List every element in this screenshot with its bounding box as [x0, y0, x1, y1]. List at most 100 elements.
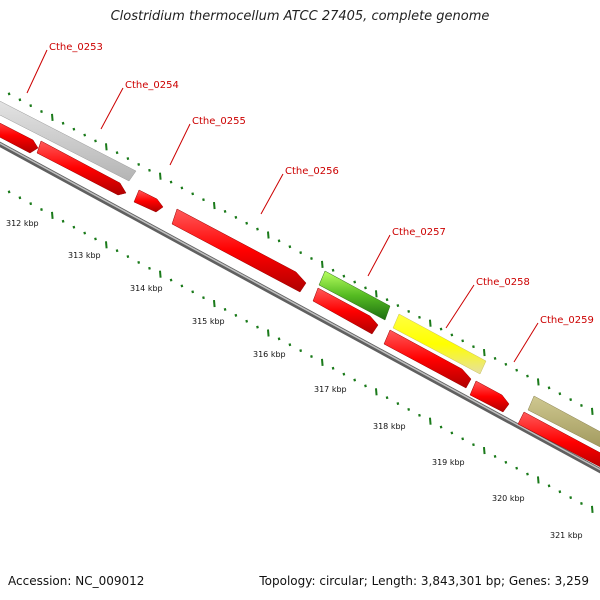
lower-tick-37 — [396, 402, 400, 406]
lower-tick-41 — [439, 425, 443, 429]
gene-label-Cthe_0259[interactable]: Cthe_0259 — [540, 315, 594, 326]
upper-tick-3 — [29, 104, 33, 108]
upper-tick-14 — [148, 168, 151, 172]
upper-tick-30 — [320, 260, 324, 268]
cds-arrow-2[interactable] — [36, 140, 127, 196]
upper-tick-33 — [353, 280, 357, 284]
cds-arrow-5[interactable] — [312, 287, 379, 335]
gene-label-Cthe_0255[interactable]: Cthe_0255 — [192, 116, 246, 127]
upper-tick-55 — [590, 407, 594, 415]
lower-tick-47 — [504, 460, 508, 464]
cds-arrow-7[interactable] — [469, 380, 510, 413]
gene-feature-Cthe_0253[interactable] — [0, 96, 137, 182]
upper-tick-18 — [191, 192, 195, 196]
lower-tick-23 — [245, 319, 249, 323]
scale-label-314: 314 kbp — [130, 284, 163, 293]
lower-tick-24 — [256, 325, 259, 329]
lower-tick-8 — [83, 231, 87, 235]
gene-label-Cthe_0257[interactable]: Cthe_0257 — [392, 227, 446, 238]
lower-tick-1 — [7, 190, 11, 194]
lower-tick-55 — [590, 505, 594, 513]
upper-tick-6 — [61, 121, 65, 125]
upper-tick-52 — [558, 392, 562, 396]
accession-text: Accession: NC_009012 — [8, 574, 145, 588]
upper-tick-47 — [504, 362, 508, 366]
upper-tick-44 — [472, 345, 475, 349]
upper-tick-38 — [407, 309, 411, 313]
scale-labels: 312 kbp 313 kbp 314 kbp 315 kbp 316 kbp … — [6, 219, 583, 540]
gene-feature-Cthe_0259[interactable] — [527, 395, 600, 452]
upper-tick-51 — [547, 386, 551, 390]
upper-tick-17 — [180, 186, 184, 190]
upper-tick-48 — [515, 368, 519, 372]
gene-leader-Cthe_0257 — [367, 234, 391, 277]
genome-backbone — [0, 141, 600, 474]
lower-tick-12 — [126, 255, 130, 259]
lower-tick-33 — [353, 378, 357, 382]
scale-label-320: 320 kbp — [492, 494, 525, 503]
scale-label-312: 312 kbp — [6, 219, 39, 228]
upper-tick-25 — [266, 231, 270, 239]
lower-tick-48 — [515, 466, 519, 470]
lower-tick-32 — [342, 372, 346, 376]
lower-tick-43 — [461, 437, 465, 441]
tick-marks — [7, 92, 594, 513]
lower-tick-30 — [320, 358, 324, 366]
lower-tick-54 — [580, 502, 583, 505]
upper-tick-40 — [428, 319, 432, 327]
upper-tick-32 — [342, 274, 346, 278]
upper-tick-19 — [202, 198, 205, 202]
lower-tick-22 — [234, 313, 238, 317]
upper-tick-27 — [288, 245, 292, 249]
upper-tick-54 — [580, 404, 583, 407]
upper-tick-22 — [234, 215, 238, 219]
lower-tick-15 — [158, 270, 162, 278]
scale-label-313: 313 kbp — [68, 251, 101, 260]
gene-leader-Cthe_0254 — [100, 87, 124, 130]
upper-tick-13 — [137, 162, 141, 166]
upper-tick-35 — [374, 290, 378, 298]
cds-arrow-6[interactable] — [383, 329, 472, 389]
lower-tick-6 — [61, 219, 65, 223]
upper-tick-49 — [526, 374, 529, 378]
upper-tick-46 — [493, 356, 497, 360]
upper-tick-31 — [331, 268, 335, 272]
lower-tick-40 — [428, 417, 432, 425]
upper-tick-42 — [450, 333, 454, 337]
cds-arrow-8[interactable] — [517, 411, 600, 472]
upper-tick-37 — [396, 304, 400, 308]
lower-tick-49 — [526, 472, 529, 476]
gene-leader-Cthe_0255 — [169, 123, 191, 166]
gene-label-Cthe_0253[interactable]: Cthe_0253 — [49, 42, 103, 53]
gene-feature-Cthe_0258[interactable] — [392, 313, 487, 375]
lower-tick-20 — [212, 300, 216, 308]
cds-arrow-3[interactable] — [133, 189, 164, 213]
lower-tick-17 — [180, 284, 184, 288]
cds-arrow-1[interactable] — [0, 118, 39, 154]
lower-tick-3 — [29, 202, 33, 206]
lower-tick-53 — [569, 496, 573, 500]
upper-tick-16 — [169, 180, 173, 184]
lower-tick-42 — [450, 431, 454, 435]
lower-tick-9 — [94, 237, 97, 241]
lower-tick-13 — [137, 260, 141, 264]
lower-tick-2 — [18, 196, 22, 200]
upper-tick-50 — [536, 378, 540, 386]
lower-tick-44 — [472, 443, 475, 447]
upper-tick-36 — [385, 298, 389, 302]
lower-tick-7 — [72, 225, 76, 229]
upper-tick-7 — [72, 127, 76, 131]
lower-tick-46 — [493, 454, 497, 458]
gene-label-Cthe_0254[interactable]: Cthe_0254 — [125, 80, 179, 91]
upper-tick-10 — [104, 143, 108, 151]
upper-tick-34 — [364, 286, 367, 290]
scale-label-321: 321 kbp — [550, 531, 583, 540]
upper-tick-23 — [245, 221, 249, 225]
gene-feature-Cthe_0257[interactable] — [318, 270, 391, 321]
scale-label-317: 317 kbp — [314, 385, 347, 394]
gene-label-Cthe_0258[interactable]: Cthe_0258 — [476, 277, 530, 288]
lower-tick-14 — [148, 266, 151, 270]
cds-arrow-4[interactable] — [171, 208, 307, 293]
upper-tick-29 — [310, 257, 313, 260]
gene-label-Cthe_0256[interactable]: Cthe_0256 — [285, 166, 339, 177]
